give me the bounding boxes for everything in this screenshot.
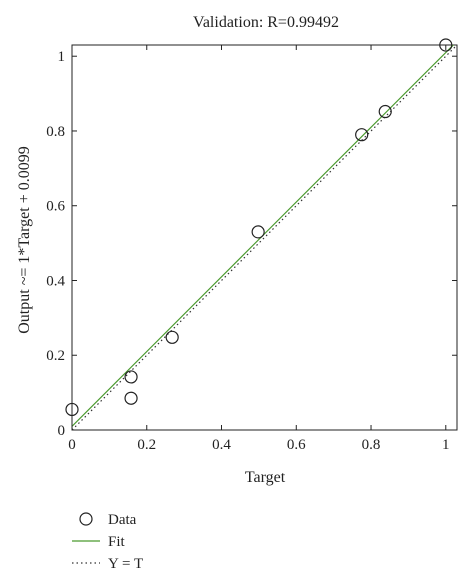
x-axis-ticks: 0 0.2 0.4 0.6 0.8 1 <box>68 45 450 453</box>
plot-frame <box>71 44 458 431</box>
points-layer <box>65 38 453 417</box>
data-point <box>378 104 392 119</box>
y-tick-label: 0.8 <box>46 124 65 140</box>
data-point <box>124 370 138 384</box>
data-point <box>124 391 138 405</box>
y-tick-label: 0.4 <box>46 273 65 289</box>
x-tick-label: 0.4 <box>212 437 231 453</box>
y-tick-label: 0.2 <box>46 348 65 364</box>
y-axis-ticks: 0 0.2 0.4 0.6 0.8 1 <box>46 49 457 439</box>
legend-marker-data <box>79 512 93 526</box>
legend-label: Y = T <box>108 556 143 572</box>
data-point <box>355 128 369 142</box>
data-point <box>439 38 453 52</box>
legend-label: Data <box>108 512 137 528</box>
x-tick-label: 0.2 <box>137 437 156 453</box>
x-axis-title: Target <box>245 469 286 486</box>
y-tick-label: 0.6 <box>46 199 65 215</box>
y-tick-label: 0 <box>58 423 66 439</box>
x-tick-label: 1 <box>442 437 450 453</box>
y-axis-title: Output ~= 1*Target + 0.0099 <box>16 146 33 334</box>
x-tick-label: 0 <box>68 437 76 453</box>
chart-title: Validation: R=0.99492 <box>193 14 339 31</box>
lines-layer <box>72 45 457 430</box>
x-tick-label: 0.6 <box>287 437 306 453</box>
data-point <box>165 330 179 344</box>
data-point <box>251 225 265 239</box>
y-tick-label: 1 <box>58 49 66 65</box>
legend: Data Fit Y = T <box>72 512 143 572</box>
x-tick-label: 0.8 <box>362 437 381 453</box>
data-point <box>65 402 79 417</box>
identity-line <box>72 45 457 430</box>
legend-label: Fit <box>108 534 126 550</box>
fit-line <box>72 45 455 427</box>
